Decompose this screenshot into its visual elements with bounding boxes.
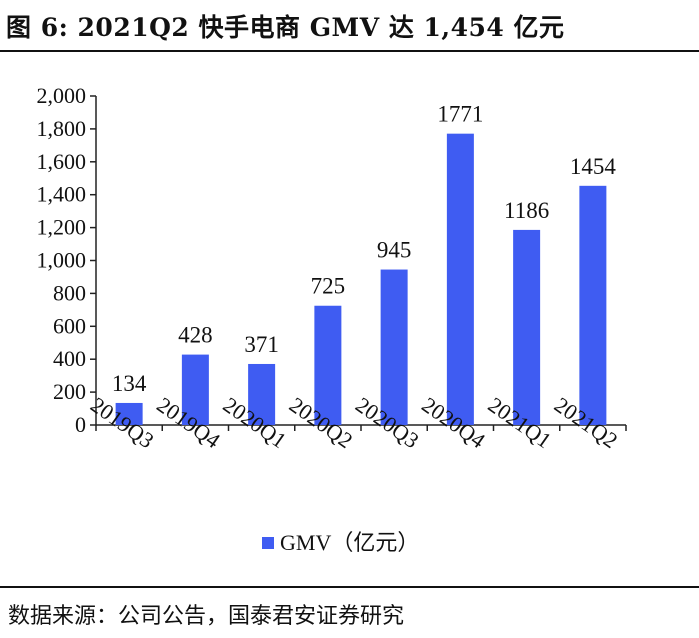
y-tick-label: 200 <box>53 379 86 404</box>
y-tick-label: 400 <box>53 346 86 371</box>
source-rule <box>0 586 699 588</box>
data-label: 1771 <box>437 102 483 127</box>
y-tick-label: 1,200 <box>37 215 87 240</box>
y-tick-label: 2,000 <box>37 83 87 108</box>
bar <box>513 229 541 425</box>
data-labels: 134 428 371 725 945 1771 1186 1454 <box>112 102 617 396</box>
data-label: 134 <box>112 371 147 396</box>
bar <box>579 185 607 425</box>
legend-swatch <box>262 537 274 549</box>
source-note: 数据来源：公司公告，国泰君安证券研究 <box>8 604 405 629</box>
data-label: 725 <box>311 274 346 299</box>
y-axis: 0 200 400 600 800 1,000 1,200 1,400 1,600 1,800 2,… <box>37 83 97 437</box>
title-rule <box>0 50 699 52</box>
data-label: 428 <box>178 323 213 348</box>
y-tick-label: 600 <box>53 313 86 338</box>
bar <box>314 305 342 425</box>
legend: GMV（亿元） <box>262 530 419 555</box>
data-label: 945 <box>377 238 412 263</box>
data-label: 1454 <box>570 154 617 179</box>
y-tick-label: 0 <box>75 412 86 437</box>
legend-label: GMV（亿元） <box>280 530 419 555</box>
y-tick-label: 1,600 <box>37 149 87 174</box>
x-tick-label: 2019Q3 <box>86 392 158 453</box>
bar <box>181 354 209 425</box>
x-tick-labels: 2019Q32019Q42020Q12020Q22020Q32020Q42021… <box>86 392 622 453</box>
bar <box>115 402 143 425</box>
bar <box>446 133 474 425</box>
bar-chart: 0 200 400 600 800 1,000 1,200 1,400 1,600 1,800 2,… <box>37 83 627 555</box>
bar <box>248 363 276 425</box>
figure-title: 图 6: 2021Q2 快手电商 GMV 达 1,454 亿元 <box>6 13 565 42</box>
y-tick-label: 1,400 <box>37 182 87 207</box>
y-tick-label: 1,000 <box>37 248 87 273</box>
bar <box>380 269 408 425</box>
y-tick-label: 800 <box>53 280 86 305</box>
y-tick-label: 1,800 <box>37 116 87 141</box>
data-label: 1186 <box>504 198 549 223</box>
bars <box>115 133 607 425</box>
data-label: 371 <box>244 332 279 357</box>
